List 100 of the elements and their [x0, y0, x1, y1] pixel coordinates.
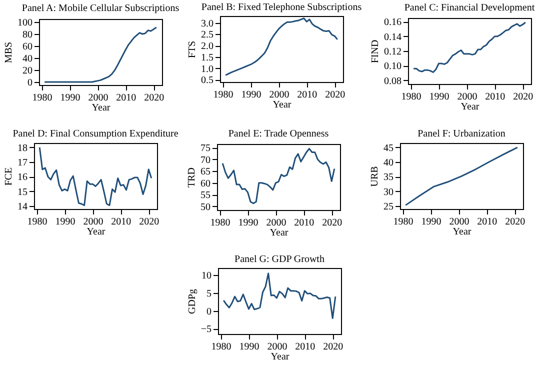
x-tick-label: 1990	[60, 92, 80, 104]
x-tick-label: 2000	[266, 342, 287, 352]
chart-title: Panel E: Trade Openness	[228, 128, 328, 140]
x-tick-label: 2010	[294, 218, 314, 228]
y-axis-title: GDPg	[186, 288, 198, 314]
y-tick-label: 30	[383, 186, 393, 198]
y-tick-label: 45	[383, 142, 393, 154]
x-tick-label: 1990	[428, 92, 449, 102]
y-tick-label: 0.08	[384, 76, 401, 87]
line-series	[221, 148, 335, 204]
y-tick-label: 100	[17, 18, 32, 28]
y-tick-label: −5	[200, 324, 211, 336]
y-tick-label: 55	[200, 190, 210, 202]
y-axis-title: MBS	[3, 42, 14, 64]
y-tick-label: 0.10	[384, 61, 401, 72]
x-tick-label: 2020	[322, 218, 342, 228]
x-tick-label: 2000	[268, 90, 289, 100]
x-tick-label: 2010	[116, 92, 136, 104]
x-tick-label: 2000	[448, 216, 469, 228]
chart-title: Panel C: Financial Development	[404, 2, 534, 14]
x-tick-label: 1980	[210, 342, 231, 352]
chart-title: Panel B: Fixed Telephone Subscriptions	[200, 2, 362, 13]
y-tick-label: 0.5	[200, 75, 213, 86]
y-tick-label: 20	[22, 66, 32, 76]
y-tick-label: 16	[17, 172, 27, 184]
x-tick-label: 1990	[240, 90, 261, 100]
x-tick-label: 1980	[392, 216, 413, 228]
x-tick-label: 2000	[456, 92, 477, 102]
y-tick-label: 35	[383, 172, 393, 184]
x-tick-label: 2010	[294, 342, 315, 352]
x-tick-label: 2020	[322, 342, 343, 352]
y-tick-label: 0.12	[384, 46, 401, 58]
y-tick-label: 3.0	[200, 18, 213, 30]
line-series	[224, 18, 338, 76]
x-tick-label: 1990	[238, 342, 259, 352]
y-tick-label: 18	[17, 142, 27, 154]
x-tick-label: 1980	[400, 92, 421, 102]
y-axis-title: URB	[369, 166, 380, 187]
y-tick-label: 15	[17, 186, 27, 198]
chart-title: Panel A: Mobile Cellular Subscriptions	[21, 3, 179, 14]
y-tick-label: 0	[27, 78, 32, 88]
x-tick-label: 2020	[324, 90, 345, 100]
x-axis-title: Year	[460, 102, 480, 112]
x-tick-label: 2020	[144, 92, 164, 104]
x-tick-label: 1980	[32, 92, 52, 104]
x-tick-label: 2010	[484, 92, 505, 102]
y-tick-label: 10	[201, 270, 211, 282]
x-tick-label: 2000	[82, 216, 103, 228]
x-tick-label: 1990	[238, 218, 258, 228]
x-axis-title: Year	[269, 228, 288, 238]
x-tick-label: 2010	[296, 90, 317, 100]
y-tick-label: 1.5	[200, 52, 213, 64]
x-tick-label: 2010	[110, 216, 131, 228]
y-tick-label: 65	[200, 166, 210, 178]
y-axis-title: FTS	[186, 40, 198, 58]
x-tick-label: 2010	[476, 216, 497, 228]
y-tick-label: 40	[22, 54, 32, 64]
x-axis-title: Year	[270, 352, 290, 362]
x-axis-title: Year	[272, 100, 292, 110]
x-tick-label: 2000	[266, 218, 286, 228]
x-tick-label: 2000	[88, 92, 108, 104]
line-series	[222, 272, 336, 320]
line-series	[404, 146, 518, 206]
y-tick-label: 14	[17, 202, 27, 213]
x-tick-label: 1980	[212, 90, 233, 100]
line-series	[38, 146, 152, 206]
x-tick-label: 2020	[512, 92, 533, 102]
y-tick-label: 60	[200, 178, 210, 190]
x-tick-label: 2020	[138, 216, 159, 228]
y-tick-label: 2.0	[200, 41, 213, 52]
y-axis-title: FIND	[370, 40, 380, 64]
chart-title: Panel G: GDP Growth	[234, 254, 324, 265]
y-tick-label: 1.0	[200, 64, 213, 75]
line-series	[412, 22, 526, 74]
y-tick-label: 0.14	[384, 32, 401, 43]
y-axis-title: FCE	[3, 167, 14, 186]
y-tick-label: 60	[22, 42, 32, 52]
y-tick-label: 5	[206, 288, 211, 300]
y-axis-title: TRD	[186, 168, 197, 188]
x-tick-label: 1980	[210, 218, 230, 228]
y-tick-label: 0	[206, 306, 211, 318]
x-tick-label: 1990	[54, 216, 75, 228]
y-tick-label: 40	[383, 158, 393, 169]
y-tick-label: 70	[200, 154, 210, 166]
x-axis-title: Year	[452, 226, 472, 238]
x-axis-title: Year	[86, 226, 106, 238]
y-tick-label: 17	[17, 158, 27, 169]
y-tick-label: 2.5	[200, 30, 213, 41]
x-tick-label: 1990	[420, 216, 441, 228]
y-tick-label: 0.16	[384, 17, 401, 28]
y-tick-label: 75	[200, 143, 210, 154]
y-tick-label: 80	[22, 30, 32, 40]
line-series	[43, 26, 157, 83]
x-tick-label: 1980	[26, 216, 47, 228]
chart-title: Panel F: Urbanization	[417, 128, 505, 140]
y-tick-label: 50	[200, 202, 210, 213]
x-tick-label: 2020	[504, 216, 525, 228]
chart-title: Panel D: Final Consumption Expenditure	[12, 128, 178, 140]
y-tick-label: 25	[383, 202, 393, 213]
x-axis-title: Year	[91, 102, 110, 114]
